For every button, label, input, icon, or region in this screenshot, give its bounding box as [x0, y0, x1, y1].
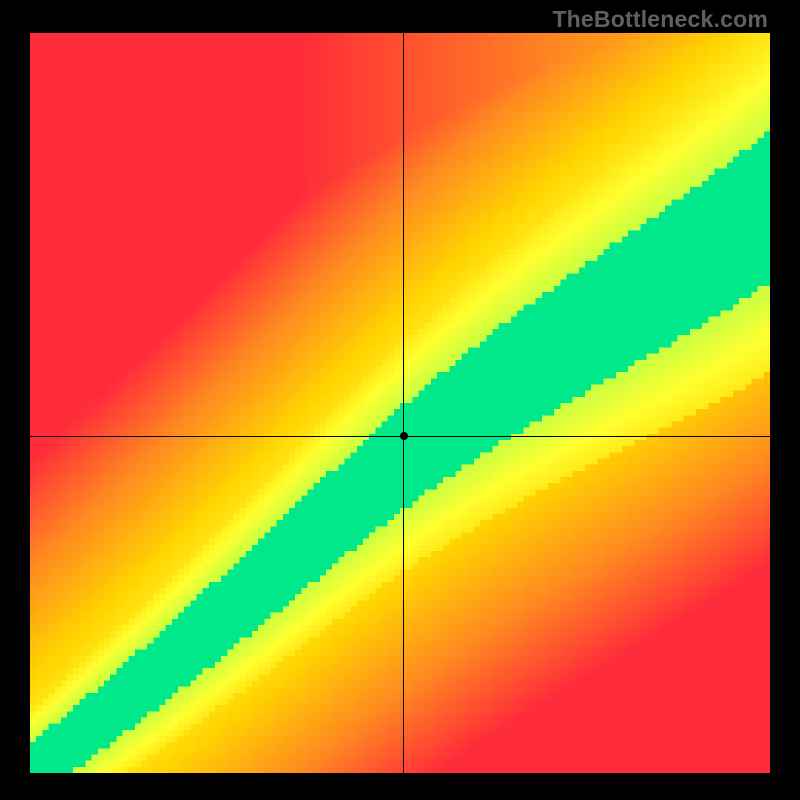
crosshair-vertical	[403, 33, 404, 773]
heatmap-plot	[30, 33, 770, 773]
heatmap-canvas	[30, 33, 770, 773]
crosshair-dot	[400, 432, 408, 440]
watermark-text: TheBottleneck.com	[552, 6, 768, 33]
